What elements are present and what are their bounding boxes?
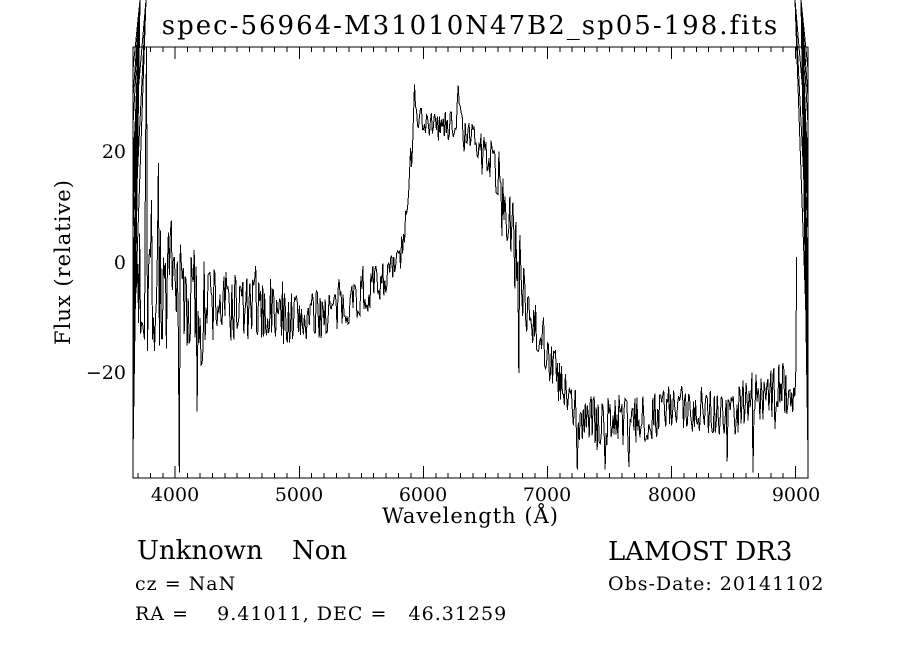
axis-tick-labels: 4000 5000 6000 7000 8000 9000 20 0 −20 (86, 141, 820, 506)
ra-dec-coordinates: RA = 9.41011, DEC = 46.31259 (135, 603, 508, 625)
x-tick-label: 9000 (772, 484, 820, 506)
x-tick-label: 6000 (399, 484, 447, 506)
cz-value: cz = NaN (135, 573, 237, 595)
obs-date: Obs-Date: 20141102 (608, 573, 825, 595)
undefined (132, 0, 147, 374)
plot-frame (132, 46, 809, 479)
y-tick-label: 20 (102, 141, 126, 163)
x-tick-label: 4000 (151, 484, 199, 506)
classification-label: Unknown (137, 536, 263, 566)
x-tick-label: 7000 (523, 484, 571, 506)
spectrum-trace (133, 46, 798, 473)
x-tick-label: 5000 (275, 484, 323, 506)
x-axis-label: Wavelength (Å) (382, 504, 559, 528)
subclass-label: Non (292, 536, 348, 566)
plot-title: spec-56964-M31010N47B2_sp05-198.fits (161, 11, 780, 41)
undefined (132, 0, 147, 263)
undefined (132, 0, 141, 70)
tick-marks (132, 0, 809, 478)
y-tick-label: −20 (86, 362, 126, 384)
undefined (132, 0, 147, 153)
undefined (800, 0, 809, 180)
survey-release-label: LAMOST DR3 (608, 537, 793, 567)
undefined (794, 0, 809, 263)
y-tick-label: 0 (114, 252, 126, 274)
undefined (794, 0, 809, 153)
undefined (800, 0, 809, 70)
undefined (794, 0, 809, 374)
x-tick-label: 8000 (648, 484, 696, 506)
undefined (132, 0, 141, 180)
